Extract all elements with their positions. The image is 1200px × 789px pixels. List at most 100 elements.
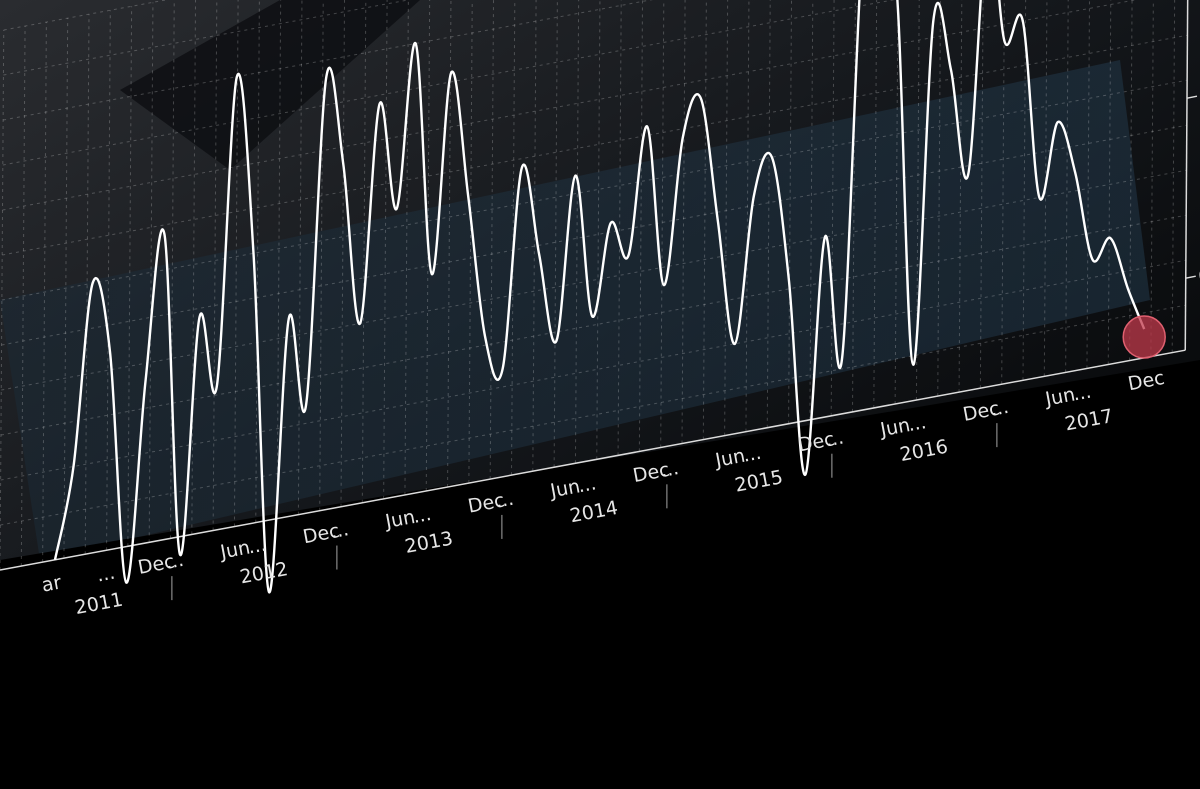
series-point	[343, 164, 345, 166]
grid-line-vertical	[660, 0, 665, 448]
series-point	[325, 77, 327, 79]
y-tick	[1185, 275, 1196, 279]
grid-line-vertical	[148, 2, 154, 543]
grid-line-horizontal	[1, 124, 1187, 346]
series-point	[467, 195, 469, 197]
x-tick-label: Jun	[1043, 384, 1077, 411]
grid-line-vertical	[766, 0, 771, 428]
grid-line-horizontal	[2, 0, 896, 166]
x-year-label: 2017	[1063, 405, 1115, 435]
series-point	[628, 255, 630, 257]
series-point	[431, 273, 433, 275]
grid-line-vertical	[212, 0, 218, 531]
series-point	[54, 559, 56, 561]
x-tick-label: Jun	[548, 475, 582, 502]
grid-line-vertical	[1150, 0, 1154, 357]
x-tick-label: ...	[164, 549, 186, 574]
grid-line-vertical	[873, 0, 878, 408]
label-layer: 0500000.1Mar...Dec...Jun...Dec...Jun...D…	[40, 76, 1200, 619]
series-point	[125, 582, 127, 584]
series-point	[556, 340, 558, 342]
grid-line-vertical	[84, 14, 90, 555]
grid-line-vertical	[702, 0, 707, 440]
series-point	[771, 156, 773, 158]
grid-line-vertical	[468, 0, 473, 484]
series-point	[359, 323, 361, 325]
grid-line-vertical	[319, 0, 324, 511]
series-point	[788, 279, 790, 281]
series-point	[484, 335, 486, 337]
series-point	[305, 405, 307, 407]
axis-layer	[0, 0, 1198, 601]
series-point	[253, 253, 255, 255]
series-point	[753, 196, 755, 198]
grid-line-vertical	[724, 0, 729, 436]
series-point	[1039, 197, 1041, 199]
series-point	[734, 343, 736, 345]
grid-line-vertical	[532, 0, 537, 472]
grid-line-vertical	[596, 0, 601, 460]
series-point	[805, 474, 807, 476]
series-point	[502, 368, 504, 370]
grid-line-vertical	[1107, 0, 1112, 365]
series-point	[415, 43, 417, 45]
x-axis-line	[0, 349, 1186, 571]
grid-line-vertical	[809, 0, 814, 420]
series-layer	[53, 0, 1166, 594]
series-point	[1004, 41, 1006, 43]
series-point	[1057, 121, 1059, 123]
x-tick-label: ...	[411, 503, 433, 528]
x-year-label: 2015	[733, 466, 785, 496]
x-tick-label: ...	[824, 426, 846, 451]
grid-line-vertical	[788, 0, 793, 424]
grid-line-vertical	[638, 0, 644, 452]
x-tick-label: ...	[741, 442, 763, 467]
grid-line-vertical	[42, 22, 47, 563]
grid-line-vertical	[404, 0, 409, 495]
series-point	[379, 103, 381, 105]
grid-line-vertical	[0, 29, 5, 571]
series-point	[912, 364, 914, 366]
y-tick-label: 50000	[1198, 76, 1200, 109]
grid-line-vertical	[1086, 0, 1090, 369]
x-tick-label: ...	[329, 518, 351, 543]
grid-line-vertical	[958, 0, 963, 393]
x-tick-label: Jun	[878, 414, 912, 441]
series-point	[700, 98, 702, 100]
series-point	[1110, 237, 1112, 239]
grid-line-vertical	[489, 0, 495, 480]
series-point	[109, 351, 111, 353]
series-point	[288, 318, 290, 320]
grid-line-vertical	[127, 6, 133, 547]
grid-line-vertical	[1065, 0, 1069, 373]
x-tick-label: ...	[576, 472, 598, 497]
series-point	[538, 253, 540, 255]
y-tick-label: 0	[1197, 265, 1200, 289]
x-tick-label: Jun	[218, 537, 252, 564]
grid-line-horizontal	[2, 34, 1188, 256]
series-point	[1127, 288, 1129, 290]
grid-line-horizontal	[3, 0, 653, 121]
y-tick	[1186, 95, 1198, 99]
series-point	[1074, 172, 1076, 174]
grid-line-vertical	[617, 0, 622, 456]
grid-line-vertical	[106, 10, 111, 551]
series-point	[1092, 259, 1094, 261]
x-tick-label: ...	[1071, 381, 1093, 406]
x-tick-label: Dec	[1126, 367, 1166, 395]
x-tick-label: ...	[906, 411, 928, 436]
grid-line-vertical	[937, 0, 942, 397]
x-tick-label: ...	[659, 457, 681, 482]
x-year-label: 2012	[238, 558, 290, 588]
series-point	[268, 591, 270, 593]
grid-line-vertical	[297, 0, 303, 515]
grid-line-vertical	[979, 0, 984, 389]
grid-line-vertical	[447, 0, 452, 488]
series-point	[1022, 20, 1024, 22]
grid-line-vertical	[340, 0, 346, 507]
series-line	[53, 0, 1146, 594]
series-point	[92, 282, 94, 284]
latest-value-marker	[1122, 315, 1166, 359]
series-point	[933, 19, 935, 21]
